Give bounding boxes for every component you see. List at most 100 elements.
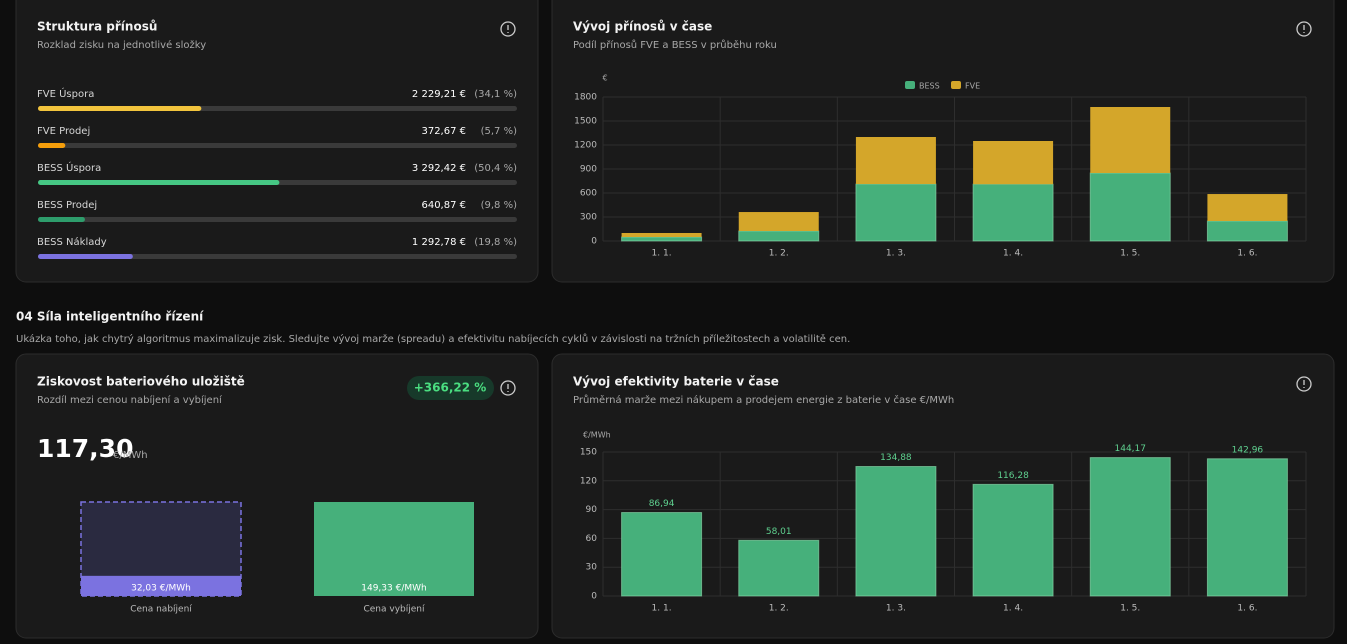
card-title: Struktura přínosů — [37, 20, 157, 34]
row-share: (5,7 %) — [481, 126, 517, 137]
bar-segment — [1090, 107, 1171, 173]
share-bar — [38, 106, 202, 111]
axis-unit: € — [602, 74, 607, 83]
bar-segment — [855, 183, 937, 242]
info-icon[interactable] — [500, 21, 1312, 396]
card — [15, 0, 539, 283]
value-label: 32,03 €/MWh — [131, 584, 191, 594]
row-label: BESS Prodej — [37, 200, 97, 211]
y-tick-label: 120 — [580, 476, 597, 486]
section-title: 04 Síla inteligentního řízení — [16, 310, 204, 324]
card-title: Ziskovost bateriového uložiště — [37, 375, 245, 389]
value-label: 116,28 — [997, 471, 1029, 481]
bar-segment — [738, 212, 819, 231]
card-subtitle: Podíl přínosů FVE a BESS v průběhu roku — [573, 39, 777, 51]
x-tick-label: Cena vybíjení — [363, 605, 425, 615]
y-tick-label: 90 — [586, 505, 598, 515]
row-share: (9,8 %) — [481, 200, 517, 211]
card-title: Vývoj přínosů v čase — [573, 20, 712, 34]
row-value: 2 229,21 € — [412, 89, 466, 100]
badge — [407, 376, 494, 400]
row-label: BESS Úspora — [37, 161, 101, 174]
row-share: (34,1 %) — [474, 89, 517, 100]
y-tick-label: 600 — [580, 189, 597, 199]
y-tick-label: 60 — [586, 534, 598, 544]
legend-label: FVE — [965, 82, 980, 91]
value-label: 149,33 €/MWh — [361, 584, 426, 594]
value-label: 134,88 — [880, 453, 912, 463]
y-tick-label: 150 — [580, 448, 597, 458]
x-tick-label: 1. 1. — [652, 604, 672, 614]
bar — [972, 483, 1054, 597]
x-tick-label: 1. 5. — [1120, 604, 1140, 614]
x-tick-label: 1. 1. — [652, 249, 672, 259]
row-label: FVE Úspora — [37, 87, 94, 100]
axis-unit: €/MWh — [583, 431, 611, 440]
bar — [1206, 458, 1288, 597]
share-bar — [38, 180, 280, 185]
row-value: 372,67 € — [421, 126, 466, 137]
bar-segment — [621, 233, 702, 237]
bar-segment — [1207, 194, 1288, 221]
card-title: Vývoj efektivity baterie v čase — [573, 375, 779, 389]
bar-segment — [972, 183, 1054, 242]
track — [38, 254, 517, 259]
y-tick-label: 1200 — [574, 141, 597, 151]
x-tick-label: 1. 2. — [769, 249, 789, 259]
row-share: (19,8 %) — [474, 237, 517, 248]
bar-segment — [738, 230, 820, 242]
x-tick-label: Cena nabíjení — [130, 605, 192, 615]
bar-segment — [621, 236, 703, 242]
value-label: 142,96 — [1232, 445, 1264, 455]
x-tick-label: 1. 2. — [769, 604, 789, 614]
y-tick-label: 0 — [591, 592, 597, 602]
y-tick-label: 30 — [586, 563, 598, 573]
headline-unit: €/MWh — [113, 450, 148, 461]
card-subtitle: Rozklad zisku na jednotlivé složky — [37, 39, 206, 51]
x-tick-label: 1. 3. — [886, 604, 906, 614]
x-tick-label: 1. 5. — [1120, 249, 1140, 259]
x-tick-label: 1. 6. — [1237, 249, 1257, 259]
x-tick-label: 1. 3. — [886, 249, 906, 259]
track — [38, 143, 517, 148]
section-description: Ukázka toho, jak chytrý algoritmus maxim… — [16, 333, 850, 345]
card-subtitle: Průměrná marže mezi nákupem a prodejem e… — [573, 394, 954, 406]
legend-swatch — [905, 81, 915, 89]
value-label: 58,01 — [766, 527, 792, 537]
y-tick-label: 0 — [591, 237, 597, 247]
bar — [81, 575, 241, 596]
value-label: 86,94 — [649, 499, 675, 509]
y-tick-label: 1500 — [574, 117, 597, 127]
bar-segment — [855, 137, 936, 185]
legend-label: BESS — [919, 82, 940, 91]
headline-value: 117,30 — [37, 434, 133, 463]
share-bar — [38, 254, 133, 259]
bar — [1089, 457, 1171, 597]
bar — [621, 512, 703, 597]
legend-swatch — [951, 81, 961, 89]
bar-segment — [1089, 172, 1171, 242]
row-value: 3 292,42 € — [412, 163, 466, 174]
y-tick-label: 300 — [580, 213, 597, 223]
badge-text: +366,22 % — [414, 381, 487, 395]
bar — [314, 502, 474, 596]
card-subtitle: Rozdíl mezi cenou nabíjení a vybíjení — [37, 394, 223, 406]
share-bar — [38, 143, 66, 148]
row-label: BESS Náklady — [37, 236, 107, 248]
x-tick-label: 1. 4. — [1003, 604, 1023, 614]
bar-segment — [1206, 220, 1288, 242]
bar — [855, 466, 937, 597]
row-share: (50,4 %) — [474, 163, 517, 174]
bar — [738, 539, 820, 597]
row-value: 1 292,78 € — [412, 237, 466, 248]
share-bar — [38, 217, 85, 222]
x-tick-label: 1. 6. — [1237, 604, 1257, 614]
value-label: 144,17 — [1115, 444, 1147, 454]
row-label: FVE Prodej — [37, 126, 90, 137]
row-value: 640,87 € — [421, 200, 466, 211]
bar-segment — [973, 141, 1054, 185]
y-tick-label: 1800 — [574, 93, 597, 103]
track — [38, 217, 517, 222]
x-tick-label: 1. 4. — [1003, 249, 1023, 259]
